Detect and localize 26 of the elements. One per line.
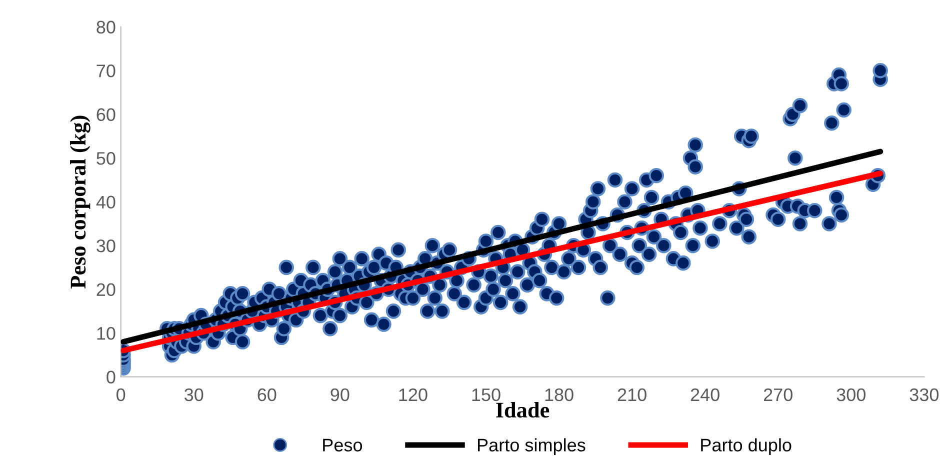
x-tick-label: 120 (399, 388, 428, 402)
y-tick-label: 60 (96, 108, 116, 122)
x-tick-label: 330 (910, 388, 939, 402)
y-axis-title: Peso corporal (kg) (70, 116, 90, 288)
y-tick-label: 80 (96, 20, 116, 34)
x-tick-label: 0 (116, 388, 126, 402)
legend-label: Parto simples (478, 438, 586, 456)
y-tick-label: 40 (96, 196, 116, 209)
y-tick-label: 70 (96, 64, 116, 78)
legend-label: Peso (323, 438, 362, 452)
x-tick-label: 240 (690, 388, 720, 402)
x-tick-label: 60 (258, 388, 276, 402)
x-tick-label: 150 (472, 388, 500, 402)
legend-label: Parto duplo (701, 438, 792, 456)
x-tick-label: 180 (545, 388, 574, 402)
y-tick-label: 0 (106, 370, 116, 384)
y-tick-label: 10 (97, 326, 116, 340)
x-tick-label: 90 (330, 388, 350, 402)
y-tick-label: 50 (96, 152, 116, 165)
y-tick-label: 20 (96, 283, 116, 296)
x-tick-label: 210 (618, 388, 646, 402)
x-tick-label: 300 (836, 388, 866, 402)
x-tick-label: 30 (184, 388, 204, 402)
x-tick-label: 270 (764, 388, 792, 402)
y-tick-label: 30 (96, 240, 116, 252)
x-axis-title: Idade (496, 402, 550, 418)
